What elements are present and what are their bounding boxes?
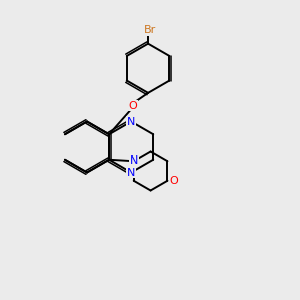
- Text: O: O: [170, 176, 178, 186]
- Text: Br: Br: [144, 25, 156, 35]
- Text: N: N: [130, 155, 139, 165]
- Text: N: N: [127, 167, 135, 178]
- Text: N: N: [127, 116, 135, 127]
- Text: N: N: [130, 156, 138, 166]
- Text: O: O: [129, 101, 137, 111]
